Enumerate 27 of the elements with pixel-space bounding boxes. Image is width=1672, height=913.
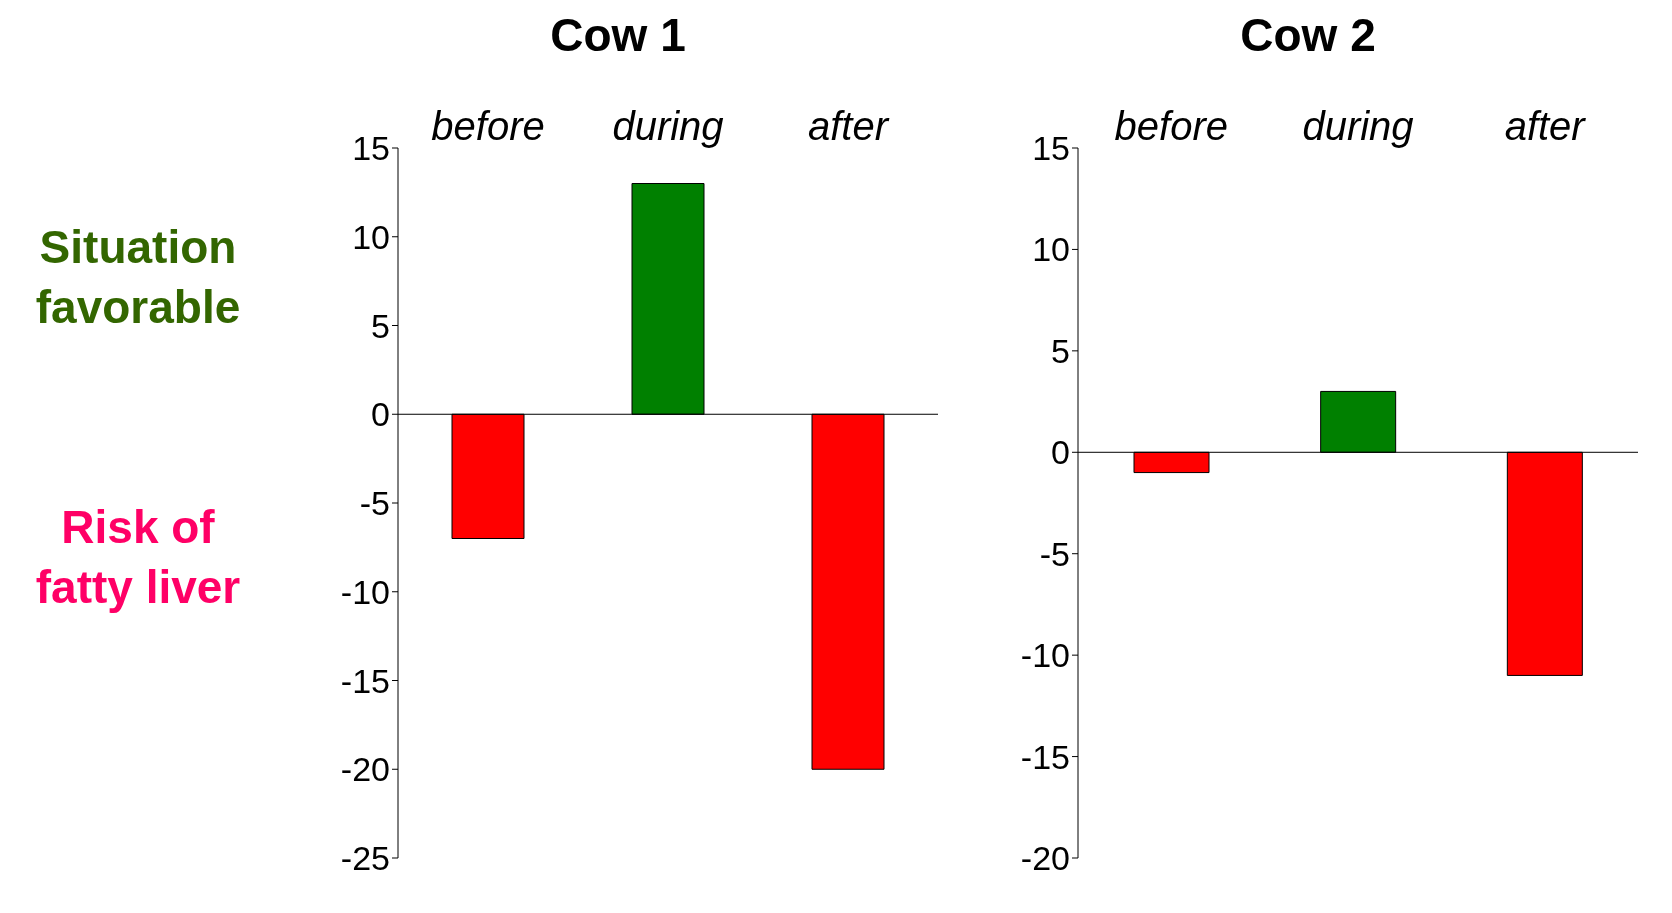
x-tick-label: before — [1114, 104, 1229, 148]
x-tick-label: after — [1504, 104, 1587, 148]
y-tick-label: 10 — [352, 217, 390, 256]
y-tick-label: -5 — [1039, 534, 1070, 573]
y-tick-label: -5 — [359, 484, 390, 523]
x-tick-label: before — [431, 104, 545, 148]
y-tick-label: 15 — [352, 129, 390, 168]
chart-title: Cow 1 — [549, 8, 687, 63]
x-tick-label: during — [1302, 104, 1414, 148]
y-tick-label: -20 — [1020, 839, 1070, 878]
y-tick-label: -15 — [1020, 737, 1070, 776]
x-tick-label: after — [807, 104, 890, 148]
y-tick-label: -10 — [340, 572, 390, 611]
y-tick-label: 15 — [1032, 129, 1070, 168]
y-tick-label: 5 — [371, 306, 390, 345]
x-tick-label: during — [612, 104, 724, 148]
y-tick-label: -15 — [340, 661, 390, 700]
y-tick-label: -10 — [1020, 636, 1070, 675]
y-tick-label: 0 — [371, 395, 390, 434]
y-tick-label: -25 — [340, 839, 390, 878]
y-tick-label: -20 — [340, 750, 390, 789]
chart-title: Cow 2 — [1239, 8, 1377, 63]
text: Situation favorable — [34, 220, 242, 335]
text: Risk of fatty liver — [34, 500, 242, 615]
y-tick-label: 10 — [1032, 230, 1070, 269]
y-tick-label: 0 — [1051, 433, 1070, 472]
y-tick-label: 5 — [1051, 331, 1070, 370]
